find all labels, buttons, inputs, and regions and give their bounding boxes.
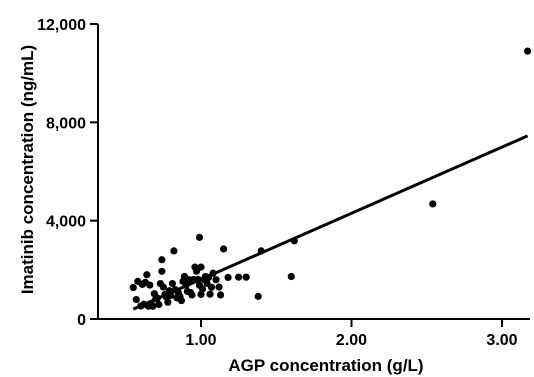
regression-line — [132, 134, 529, 311]
x-axis-ticks: 1.00 2.00 3.00 — [185, 319, 518, 349]
data-point — [170, 247, 178, 255]
data-point — [206, 290, 214, 298]
data-point — [197, 290, 205, 299]
data-points — [129, 47, 532, 310]
data-point — [146, 281, 154, 289]
data-point — [149, 302, 157, 310]
data-point — [198, 285, 207, 293]
data-point — [159, 283, 167, 291]
y-axis-ticks: 0 4,000 8,000 12,000 — [37, 17, 98, 329]
data-point — [188, 291, 196, 299]
data-point — [132, 295, 140, 304]
data-point — [158, 256, 166, 264]
data-point — [212, 276, 220, 284]
data-point — [523, 47, 532, 55]
x-tick-label: 2.00 — [336, 332, 367, 349]
data-point — [195, 233, 204, 241]
data-point — [164, 298, 172, 306]
data-point — [429, 200, 437, 208]
y-tick-label: 4,000 — [46, 214, 86, 231]
data-point — [254, 292, 262, 300]
data-point — [143, 271, 151, 279]
data-point — [287, 272, 295, 281]
data-point — [168, 280, 177, 288]
data-point — [197, 263, 205, 271]
x-tick-label: 1.00 — [185, 332, 216, 349]
data-point — [215, 283, 223, 291]
data-point — [216, 291, 225, 299]
x-tick-label: 3.00 — [486, 332, 517, 349]
data-point — [158, 267, 166, 275]
y-tick-label: 0 — [77, 312, 86, 329]
data-point — [242, 273, 250, 281]
data-point — [129, 283, 137, 292]
data-point — [219, 245, 228, 253]
data-point — [224, 273, 232, 282]
y-axis-title: Imatinib concentration (ng/mL) — [18, 45, 37, 294]
plot-area — [129, 47, 532, 311]
y-tick-label: 8,000 — [46, 115, 86, 132]
data-point — [192, 267, 201, 275]
data-point — [235, 273, 243, 281]
x-axis-title: AGP concentration (g/L) — [228, 356, 423, 375]
data-point — [177, 296, 186, 305]
data-point — [155, 300, 163, 309]
y-tick-label: 12,000 — [37, 17, 86, 34]
data-point — [207, 283, 216, 291]
